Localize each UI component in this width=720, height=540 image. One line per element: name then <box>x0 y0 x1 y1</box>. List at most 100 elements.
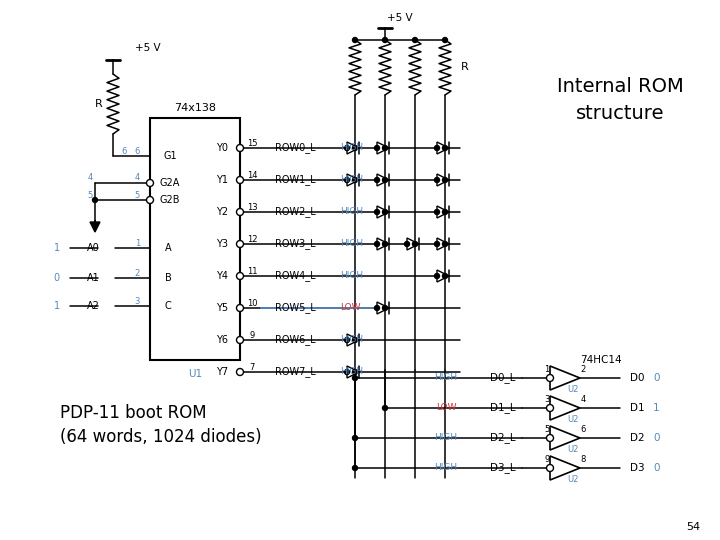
Text: 1: 1 <box>54 243 60 253</box>
Text: Y0: Y0 <box>216 143 228 153</box>
Circle shape <box>434 273 439 279</box>
Text: 1: 1 <box>54 301 60 311</box>
Text: HIGH: HIGH <box>340 176 363 185</box>
Text: 14: 14 <box>247 171 257 179</box>
Text: A0: A0 <box>87 243 100 253</box>
Text: HIGH: HIGH <box>340 240 363 248</box>
Text: ROW0_L: ROW0_L <box>275 143 315 153</box>
Text: D3_L: D3_L <box>490 463 516 474</box>
Circle shape <box>546 375 554 381</box>
Polygon shape <box>550 366 580 390</box>
Circle shape <box>382 306 387 310</box>
Text: 12: 12 <box>247 234 257 244</box>
Text: D2_L: D2_L <box>490 433 516 443</box>
Text: 5: 5 <box>544 426 549 435</box>
Text: ROW2_L: ROW2_L <box>274 206 315 218</box>
Polygon shape <box>377 302 389 314</box>
Text: LOW: LOW <box>340 303 361 313</box>
Text: Y4: Y4 <box>216 271 228 281</box>
Polygon shape <box>550 426 580 450</box>
Polygon shape <box>550 396 580 420</box>
Circle shape <box>374 241 379 246</box>
Circle shape <box>146 179 153 186</box>
Text: 0: 0 <box>54 273 60 283</box>
Circle shape <box>405 241 410 246</box>
Circle shape <box>374 306 379 310</box>
Text: HIGH: HIGH <box>340 272 363 280</box>
Text: 9: 9 <box>544 456 549 464</box>
Text: D0_L: D0_L <box>490 373 516 383</box>
Text: 2: 2 <box>580 366 585 375</box>
Polygon shape <box>407 238 419 250</box>
Circle shape <box>236 208 243 215</box>
Circle shape <box>443 210 448 214</box>
Text: PDP-11 boot ROM
(64 words, 1024 diodes): PDP-11 boot ROM (64 words, 1024 diodes) <box>60 404 261 446</box>
Text: 6: 6 <box>580 426 585 435</box>
Text: 7: 7 <box>249 362 255 372</box>
Circle shape <box>353 375 358 381</box>
Text: HIGH: HIGH <box>434 463 457 472</box>
Text: B: B <box>165 273 171 283</box>
Circle shape <box>546 435 554 442</box>
Text: U2: U2 <box>567 476 579 484</box>
Polygon shape <box>437 206 449 218</box>
Text: HIGH: HIGH <box>434 374 457 382</box>
Polygon shape <box>377 142 389 154</box>
Text: R: R <box>95 99 103 109</box>
Text: Y1: Y1 <box>216 175 228 185</box>
Circle shape <box>382 210 387 214</box>
Text: R: R <box>461 63 469 72</box>
Text: HIGH: HIGH <box>340 368 363 376</box>
Text: ROW6_L: ROW6_L <box>275 335 315 346</box>
Polygon shape <box>437 174 449 186</box>
Circle shape <box>146 197 153 204</box>
Text: G2B: G2B <box>160 195 180 205</box>
Text: 4: 4 <box>135 173 140 183</box>
Circle shape <box>382 145 387 151</box>
Bar <box>150 118 240 360</box>
Circle shape <box>236 177 243 184</box>
Text: D3: D3 <box>630 463 644 473</box>
Polygon shape <box>437 270 449 282</box>
Text: 8: 8 <box>580 456 585 464</box>
Polygon shape <box>347 174 359 186</box>
Text: HIGH: HIGH <box>434 434 457 442</box>
Text: G2A: G2A <box>160 178 180 188</box>
Polygon shape <box>437 238 449 250</box>
Text: 10: 10 <box>247 299 257 307</box>
Polygon shape <box>377 174 389 186</box>
Text: 1: 1 <box>544 366 549 375</box>
Text: ROW7_L: ROW7_L <box>274 367 315 377</box>
Text: ROW3_L: ROW3_L <box>275 239 315 249</box>
Circle shape <box>353 369 358 375</box>
Polygon shape <box>347 334 359 346</box>
Text: 13: 13 <box>247 202 257 212</box>
Text: 0: 0 <box>653 373 660 383</box>
Text: 4: 4 <box>88 173 93 183</box>
Circle shape <box>434 241 439 246</box>
Circle shape <box>382 178 387 183</box>
Circle shape <box>374 210 379 214</box>
Circle shape <box>344 369 349 375</box>
Text: HIGH: HIGH <box>340 207 363 217</box>
Circle shape <box>353 435 358 441</box>
Circle shape <box>434 210 439 214</box>
Text: LOW: LOW <box>436 403 457 413</box>
Text: D2: D2 <box>630 433 644 443</box>
Text: A1: A1 <box>87 273 100 283</box>
Circle shape <box>443 273 448 279</box>
Text: Y2: Y2 <box>216 207 228 217</box>
Circle shape <box>443 37 448 43</box>
Text: 15: 15 <box>247 138 257 147</box>
Text: Internal ROM
structure: Internal ROM structure <box>557 77 683 123</box>
Circle shape <box>374 178 379 183</box>
Circle shape <box>236 145 243 152</box>
Text: Y6: Y6 <box>216 335 228 345</box>
Circle shape <box>236 368 243 375</box>
Circle shape <box>353 338 358 342</box>
Text: ROW1_L: ROW1_L <box>275 174 315 185</box>
Text: 74HC14: 74HC14 <box>580 355 621 365</box>
Text: HIGH: HIGH <box>340 144 363 152</box>
Circle shape <box>413 241 418 246</box>
Text: D1: D1 <box>630 403 644 413</box>
